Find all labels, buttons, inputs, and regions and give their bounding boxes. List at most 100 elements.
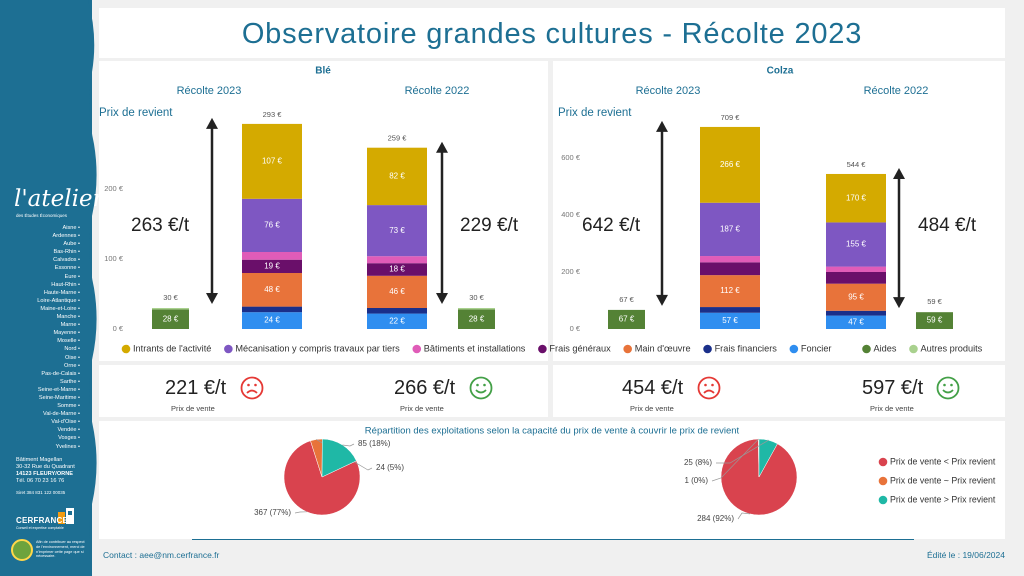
group-label: Récolte 2023 — [177, 85, 242, 97]
kpi-label-colza-2022: Prix de vente — [870, 404, 914, 413]
cerfrance-logo-icon — [58, 508, 74, 524]
segment-value-label: 73 € — [389, 226, 405, 235]
legend-label: Bâtiments et installations — [424, 343, 526, 353]
price-label: 263 €/t — [131, 215, 190, 236]
legend-label: Autres produits — [920, 343, 982, 353]
legend-marker — [703, 344, 712, 354]
group-label: Récolte 2023 — [636, 85, 701, 97]
cost-bar-segment — [242, 273, 302, 307]
cost-bar-segment — [367, 263, 427, 276]
segment-value-label: 28 € — [469, 314, 485, 323]
department-item: Val-de-Marne • — [43, 411, 80, 418]
segment-value-label: 46 € — [389, 287, 405, 296]
pie-legend-marker — [878, 457, 888, 467]
department-list: Aisne • Ardennes • Aube • Bas-Rhin • Calvado… — [37, 224, 80, 451]
pie-ble-leader-line — [342, 443, 355, 447]
cost-bar-segment — [367, 275, 427, 308]
cost-bar-segment — [242, 306, 302, 313]
kpi-label-colza-2023: Prix de vente — [630, 404, 674, 413]
segment-value-label: 57 € — [722, 316, 738, 325]
department-item: Pas-de-Calais • — [41, 370, 80, 377]
department-item: Essonne • — [54, 265, 80, 272]
price-arrow-head-bottom — [656, 294, 668, 306]
segment-value-label: 48 € — [264, 285, 280, 294]
cost-bar-segment — [700, 275, 760, 308]
cost-bar-segment — [242, 252, 302, 260]
edited-date: Édité le : 19/06/2024 — [927, 550, 1005, 560]
chart-title: Blé — [315, 66, 331, 77]
siret-number: Siret 384 831 122 00035 — [16, 490, 66, 495]
cost-bar-segment — [242, 123, 302, 199]
pie-colza-leader-line — [716, 439, 769, 464]
cost-bar-segment — [700, 256, 760, 263]
segment-value-label: 266 € — [720, 160, 741, 169]
bar-total-label: 293 € — [263, 110, 283, 119]
segment-value-label: 82 € — [389, 172, 405, 181]
y-tick-label: 0 € — [570, 324, 581, 333]
address-block: Bâtiment Magellan 30-32 Rue du Quadrant 14… — [16, 457, 75, 485]
cerfrance-brand-subtitle: Conseil et expertise comptable — [16, 526, 64, 530]
cost-bar-segment — [826, 266, 886, 272]
pie-colza-slice-label: 25 (8%) — [684, 458, 712, 467]
pie-legend-label: Prix de vente > Prix revient — [890, 494, 996, 504]
price-arrow-head-top — [436, 141, 448, 153]
kpi-panel-colza — [553, 365, 1005, 417]
aid-bar-segment — [152, 309, 189, 329]
department-item: Loire-Atlantique • — [37, 297, 80, 304]
legend-marker — [623, 344, 632, 354]
department-item: Aube • — [63, 241, 80, 248]
sad-face-icon — [240, 376, 264, 400]
contact-email[interactable]: Contact : aee@nm.cerfrance.fr — [103, 550, 220, 560]
legend-label: Frais financiers — [715, 343, 778, 353]
pie-panel — [99, 421, 1005, 539]
pie-colza-leader-line — [711, 438, 759, 482]
address-line: 30-32 Rue du Quadrant — [16, 464, 75, 470]
pie-ble-leader-line — [294, 511, 307, 514]
legend-marker — [121, 344, 131, 354]
bar-total-label: 544 € — [847, 160, 867, 169]
department-item: Yvelines • — [55, 443, 80, 450]
cost-bar-segment — [700, 307, 760, 313]
kpi-value-ble-2022: 266 €/t — [394, 377, 456, 399]
segment-value-label: 170 € — [846, 193, 867, 202]
legend-label: Frais généraux — [549, 343, 611, 353]
pie-colza-slice-label: 1 (0%) — [684, 476, 708, 485]
department-item: Vosges • — [58, 435, 80, 442]
group-label: Récolte 2022 — [864, 85, 929, 97]
legend-label: Foncier — [801, 343, 832, 353]
y-tick-label: 200 € — [561, 267, 581, 276]
department-item: Aisne • — [62, 225, 80, 231]
department-item: Haut-Rhin • — [51, 281, 80, 288]
sidebar: l'atelier des Études Économiques Aisne •… — [0, 0, 104, 576]
cost-bar-segment — [242, 198, 302, 252]
pie-legend-marker — [878, 495, 888, 505]
y-tick-label: 200 € — [104, 184, 124, 193]
happy-face-icon — [936, 376, 960, 400]
department-item: Vendée • — [57, 427, 81, 434]
aid-bar-segment — [458, 308, 495, 310]
segment-value-label: 187 € — [720, 225, 741, 234]
address-line: Tél. 06 70 23 16 76 — [16, 478, 65, 484]
legend-label: Main d'œuvre — [635, 343, 691, 353]
legend-marker — [789, 344, 799, 354]
legend-marker — [862, 344, 871, 354]
title-bar: Observatoire grandes cultures - Récolte … — [99, 8, 1005, 58]
department-item: Seine-et-Marne • — [37, 386, 80, 393]
segment-value-label: 19 € — [264, 261, 280, 270]
cost-bar-segment — [700, 202, 760, 257]
cost-bar-segment — [826, 315, 886, 329]
y-axis-label: Prix de revient — [99, 107, 173, 119]
department-item: Seine-Maritime • — [38, 394, 80, 401]
segment-value-label: 47 € — [848, 317, 864, 326]
segment-value-label: 28 € — [163, 314, 179, 323]
department-item: Moselle • — [57, 338, 80, 345]
pie-legend-marker — [878, 476, 888, 486]
department-item: Orne • — [64, 362, 80, 369]
kpi-panel-ble — [99, 365, 548, 417]
kpi-value-ble-2023: 221 €/t — [165, 377, 227, 399]
cost-bar-segment — [826, 222, 886, 267]
pie-colza-leader-line — [737, 512, 750, 520]
pie-ble-slice-label: 24 (5%) — [376, 463, 404, 472]
kpi-value-colza-2023: 454 €/t — [622, 377, 684, 399]
group-label: Récolte 2022 — [405, 85, 470, 97]
